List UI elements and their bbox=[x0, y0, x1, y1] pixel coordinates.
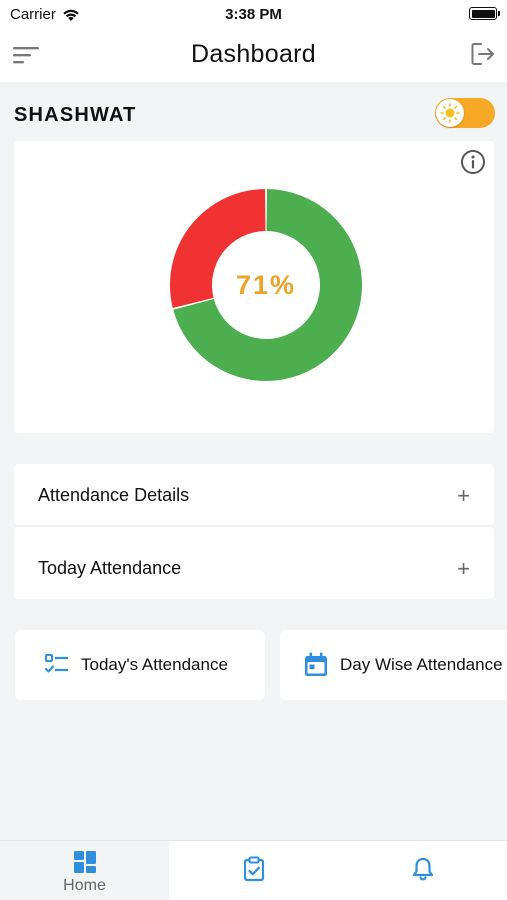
sun-icon bbox=[436, 99, 464, 127]
status-bar: Carrier 3:38 PM bbox=[0, 0, 507, 30]
wifi-icon bbox=[63, 9, 79, 21]
quick-action-label: Today's Attendance bbox=[81, 655, 228, 674]
bell-icon bbox=[412, 857, 433, 881]
attendance-percentage: 71% bbox=[235, 269, 297, 300]
carrier-status: Carrier bbox=[10, 6, 80, 23]
checklist-icon bbox=[44, 654, 68, 673]
attendance-chart-card: 71% bbox=[14, 141, 494, 433]
navigation-bar: Dashboard bbox=[0, 30, 507, 82]
accordion-label: Attendance Details bbox=[38, 485, 190, 505]
battery-icon bbox=[469, 7, 500, 20]
tab-attendance[interactable] bbox=[169, 841, 338, 900]
menu-icon[interactable] bbox=[12, 44, 40, 66]
donut-slice-present bbox=[173, 189, 362, 381]
tab-notifications[interactable] bbox=[338, 841, 507, 900]
plus-icon[interactable]: + bbox=[457, 556, 470, 581]
tab-label: Home bbox=[63, 877, 106, 894]
day-wise-attendance-button[interactable]: Day Wise Attendance bbox=[280, 630, 507, 700]
attendance-details-accordion[interactable]: Attendance Details + bbox=[14, 464, 494, 526]
status-time: 3:38 PM bbox=[225, 6, 282, 23]
info-icon[interactable] bbox=[460, 149, 486, 175]
dashboard-icon bbox=[73, 851, 96, 873]
accordion-label: Today Attendance bbox=[38, 558, 182, 578]
todays-attendance-button[interactable]: Today's Attendance bbox=[15, 630, 265, 700]
donut-slice-absent bbox=[170, 189, 266, 308]
calendar-icon bbox=[305, 652, 327, 676]
theme-toggle[interactable] bbox=[435, 98, 495, 128]
today-attendance-accordion[interactable]: Today Attendance + bbox=[14, 527, 494, 599]
bottom-tab-bar: Home bbox=[0, 840, 507, 900]
logout-icon[interactable] bbox=[469, 40, 497, 68]
page-title: Dashboard bbox=[190, 40, 316, 68]
tab-home[interactable]: Home bbox=[0, 841, 169, 900]
carrier-label: Carrier bbox=[10, 6, 56, 23]
clipboard-check-icon bbox=[243, 856, 264, 882]
quick-action-label: Day Wise Attendance bbox=[340, 655, 503, 674]
user-name: SHASHWAT bbox=[14, 104, 137, 126]
plus-icon[interactable]: + bbox=[457, 483, 470, 508]
attendance-donut-chart bbox=[170, 189, 362, 381]
